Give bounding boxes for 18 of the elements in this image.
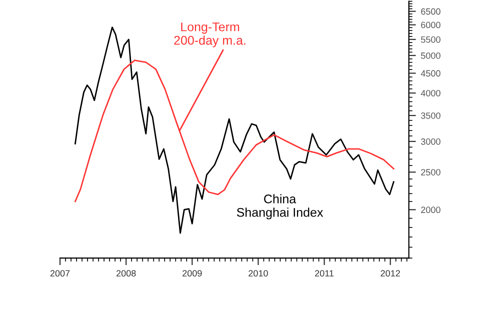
y-tick-label: 5500 (421, 36, 440, 43)
y-tick-label: 5000 (421, 52, 440, 59)
y-tick-label: 4500 (420, 70, 440, 77)
annotation: Long-Term 200-day m.a. (174, 22, 246, 48)
y-tick-label: 3000 (421, 138, 440, 145)
x-tick-label: 2008 (116, 270, 136, 277)
y-tick-label: 2000 (421, 206, 440, 214)
x-tick-label: 2010 (248, 270, 268, 277)
x-tick-label: 2007 (50, 270, 70, 277)
y-tick-label: 4000 (420, 90, 440, 96)
x-tick-label: 2009 (182, 270, 202, 277)
y-tick-label: 6000 (421, 22, 440, 28)
annotation: China Shanghai Index (236, 194, 324, 220)
x-tick-label: 2012 (380, 270, 400, 277)
y-tick-label: 6500 (421, 8, 440, 15)
y-tick-label: 3500 (421, 112, 440, 119)
y-tick-label: 2500 (421, 169, 440, 176)
x-tick-label: 2011 (315, 270, 334, 277)
